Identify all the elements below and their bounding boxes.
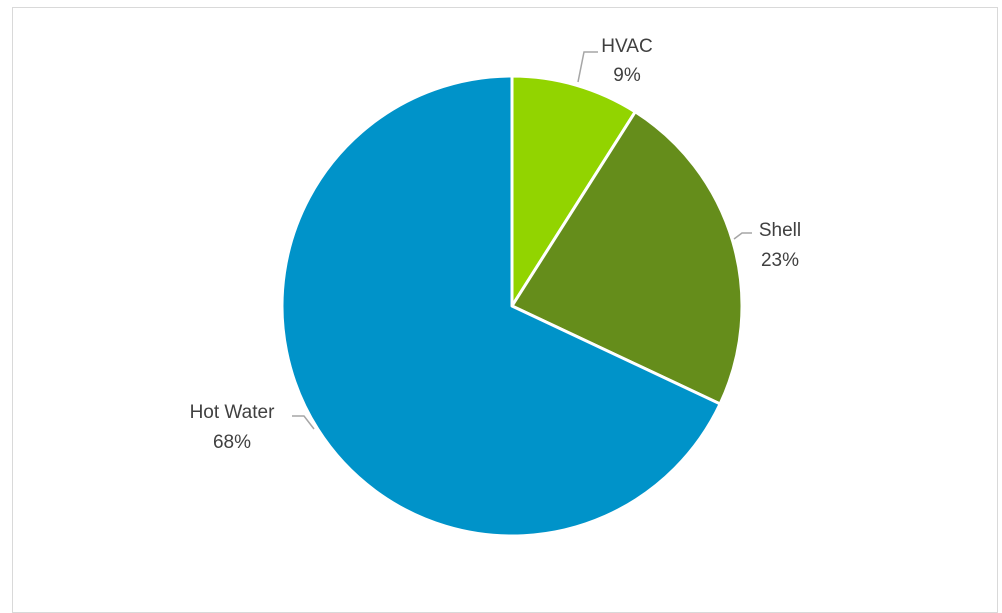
slice-labels: HVAC 9% Shell 23% Hot Water 68% [190,36,802,453]
slice-category-label-hvac: HVAC [601,36,652,57]
leader-lines [292,51,752,430]
pie-slice-shell [510,110,744,406]
slice-percent-label-shell: 23% [761,250,799,271]
leader-line-shell [733,232,752,240]
pie-slice-hvac [510,74,637,308]
leader-line-hot-water [292,415,315,430]
pie-slice-hot-water [280,74,722,538]
pie-slices [280,74,744,538]
slice-category-label-shell: Shell [759,220,801,241]
leader-line-hvac [577,51,598,83]
slice-percent-label-hvac: 9% [613,65,641,86]
slice-percent-label-hot-water: 68% [213,432,251,453]
slice-category-label-hot-water: Hot Water [190,402,275,423]
